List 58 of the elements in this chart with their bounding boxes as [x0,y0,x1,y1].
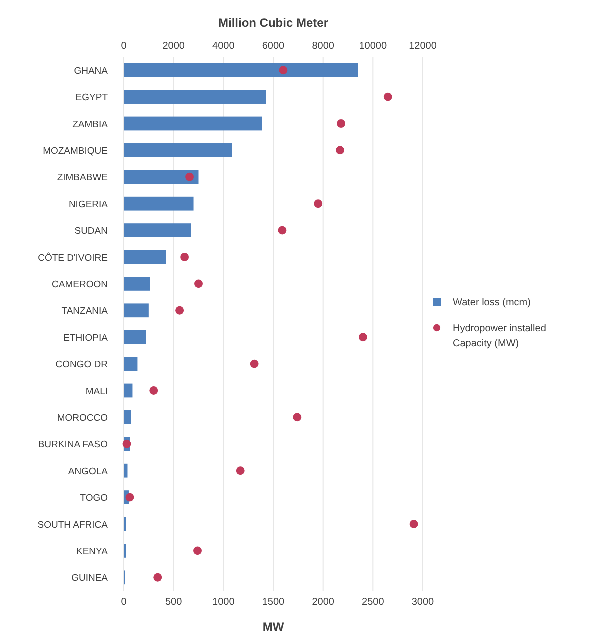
y-tick-label: MOZAMBIQUE [43,146,108,157]
point [314,200,323,208]
y-tick-label: CAMEROON [52,279,108,290]
point [154,573,162,582]
point [337,120,346,128]
x-tick-label: 1000 [212,597,236,608]
x-tick-label: 3000 [412,597,435,608]
legend-label: Water loss (mcm) [453,298,531,308]
point [126,493,134,502]
x-tick-label: 1500 [262,597,286,608]
point [250,360,259,368]
x-axis-title: MW [262,620,285,634]
x-tick-label: 0 [121,597,128,608]
point [176,306,184,315]
y-tick-label: ANGOLA [68,466,109,478]
y-tick-label: MALI [86,386,108,398]
y-tick-label: ZAMBIA [72,119,109,130]
y-tick-label: GHANA [74,66,109,77]
point [122,440,132,448]
y-tick-label: TOGO [80,493,108,504]
point [279,66,288,75]
x2-tick-label: 0 [121,41,128,52]
x2-axis-title: Million Cubic Meter [218,16,329,30]
x-tick-label: 2500 [362,597,385,608]
point [194,280,203,288]
x-tick-label: 500 [165,597,183,608]
point [150,386,158,395]
y-tick-label: ZIMBABWE [57,172,108,184]
x2-tick-label: 12000 [409,41,438,52]
x2-tick-label: 6000 [262,41,286,52]
x2-tick-label: 2000 [162,41,186,52]
point [236,466,245,476]
y-tick-label: CONGO DR [56,360,108,371]
point [194,546,202,556]
x-tick-label: 2000 [312,597,335,608]
y-tick-label: CÔTE D'IVOIRE [38,252,108,264]
point [278,226,287,235]
y-tick-label: GUINEA [72,573,109,584]
point [384,92,392,102]
x2-tick-label: 4000 [212,41,236,52]
y-tick-label: EGYPT [76,92,108,104]
y-tick-label: BURKINA FASO [38,440,108,451]
point [180,253,190,262]
x2-tick-label: 10000 [359,41,388,52]
y-tick-label: TANZANIA [62,306,109,318]
y-tick-label: ETHIOPIA [64,332,109,344]
point [186,172,194,182]
y-tick-label: SUDAN [74,226,108,238]
point [358,333,368,342]
y-tick-label: KENYA [76,546,109,558]
point [336,146,344,155]
x2-tick-label: 8000 [312,41,335,52]
y-tick-label: MOROCCO [57,412,108,424]
y-tick-label: NIGERIA [68,199,109,210]
point [410,520,418,528]
point [293,413,302,422]
y-tick-label: SOUTH AFRICA [38,520,109,531]
legend-label: Hydropower installed Capacity (MW) [453,324,546,350]
